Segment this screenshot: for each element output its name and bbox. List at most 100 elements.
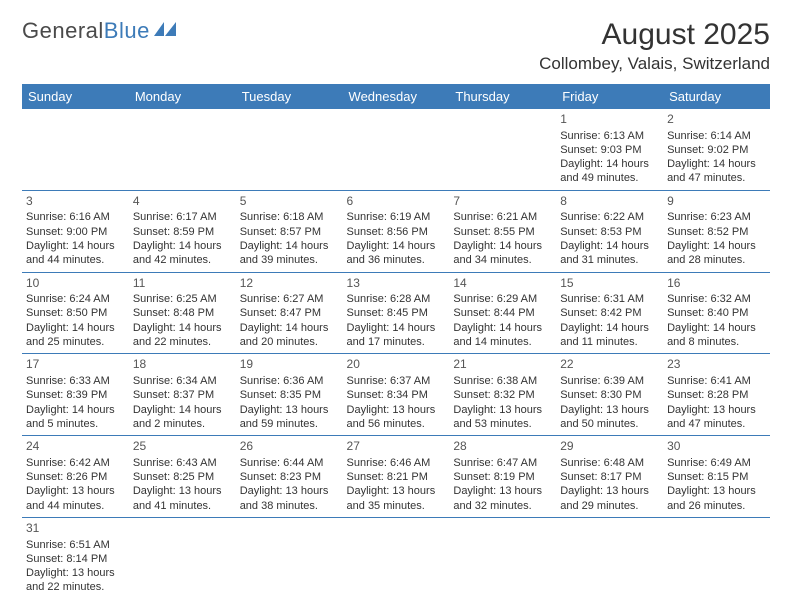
day-number: 31: [26, 521, 125, 537]
day-number: 29: [560, 439, 659, 455]
sunset-line: Sunset: 8:59 PM: [133, 225, 232, 239]
calendar-week-row: 17Sunrise: 6:33 AMSunset: 8:39 PMDayligh…: [22, 354, 770, 436]
calendar-day-cell: [449, 109, 556, 190]
sunrise-line: Sunrise: 6:24 AM: [26, 292, 125, 306]
daylight-line: Daylight: 13 hours and 41 minutes.: [133, 484, 232, 513]
daylight-line: Daylight: 14 hours and 47 minutes.: [667, 157, 766, 186]
sunset-line: Sunset: 8:30 PM: [560, 388, 659, 402]
day-header-row: Sunday Monday Tuesday Wednesday Thursday…: [22, 84, 770, 109]
day-number: 5: [240, 194, 339, 210]
daylight-line: Daylight: 13 hours and 47 minutes.: [667, 403, 766, 432]
calendar-day-cell: 12Sunrise: 6:27 AMSunset: 8:47 PMDayligh…: [236, 272, 343, 354]
sunset-line: Sunset: 9:02 PM: [667, 143, 766, 157]
calendar-day-cell: 28Sunrise: 6:47 AMSunset: 8:19 PMDayligh…: [449, 436, 556, 518]
calendar-week-row: 3Sunrise: 6:16 AMSunset: 9:00 PM Daylight…: [22, 190, 770, 272]
sunrise-line: Sunrise: 6:36 AM: [240, 374, 339, 388]
calendar-day-cell: [236, 517, 343, 598]
daylight-line: Daylight: 14 hours and 17 minutes.: [347, 321, 446, 350]
calendar-day-cell: 3Sunrise: 6:16 AMSunset: 9:00 PMDaylight…: [22, 190, 129, 272]
day-header: Tuesday: [236, 84, 343, 109]
day-number: 2: [667, 112, 766, 128]
sunset-line: Sunset: 8:44 PM: [453, 306, 552, 320]
calendar-day-cell: 15Sunrise: 6:31 AMSunset: 8:42 PMDayligh…: [556, 272, 663, 354]
daylight-line: Daylight: 13 hours and 59 minutes.: [240, 403, 339, 432]
day-header: Wednesday: [343, 84, 450, 109]
sunrise-line: Sunrise: 6:47 AM: [453, 456, 552, 470]
sunset-line: Sunset: 8:23 PM: [240, 470, 339, 484]
calendar-day-cell: 23Sunrise: 6:41 AMSunset: 8:28 PMDayligh…: [663, 354, 770, 436]
day-number: 16: [667, 276, 766, 292]
day-number: 20: [347, 357, 446, 373]
calendar-day-cell: 27Sunrise: 6:46 AMSunset: 8:21 PMDayligh…: [343, 436, 450, 518]
daylight-line: Daylight: 13 hours and 56 minutes.: [347, 403, 446, 432]
calendar-day-cell: 16Sunrise: 6:32 AMSunset: 8:40 PMDayligh…: [663, 272, 770, 354]
calendar-day-cell: 7Sunrise: 6:21 AMSunset: 8:55 PMDaylight…: [449, 190, 556, 272]
daylight-line: Daylight: 13 hours and 29 minutes.: [560, 484, 659, 513]
day-number: 11: [133, 276, 232, 292]
calendar-day-cell: [236, 109, 343, 190]
calendar-body: 1Sunrise: 6:13 AMSunset: 9:03 PMDaylight…: [22, 109, 770, 599]
calendar-day-cell: 25Sunrise: 6:43 AMSunset: 8:25 PMDayligh…: [129, 436, 236, 518]
day-header: Thursday: [449, 84, 556, 109]
day-number: 6: [347, 194, 446, 210]
day-header: Saturday: [663, 84, 770, 109]
sunrise-line: Sunrise: 6:23 AM: [667, 210, 766, 224]
sunrise-line: Sunrise: 6:14 AM: [667, 129, 766, 143]
sunset-line: Sunset: 9:00 PM: [26, 225, 125, 239]
sunrise-line: Sunrise: 6:16 AM: [26, 210, 125, 224]
calendar-day-cell: 8Sunrise: 6:22 AMSunset: 8:53 PMDaylight…: [556, 190, 663, 272]
logo-text-1: General: [22, 18, 104, 44]
daylight-line: Daylight: 13 hours and 22 minutes.: [26, 566, 125, 595]
calendar-day-cell: [343, 517, 450, 598]
daylight-line: Daylight: 14 hours and 42 minutes.: [133, 239, 232, 268]
daylight-line: Daylight: 13 hours and 38 minutes.: [240, 484, 339, 513]
calendar-day-cell: 20Sunrise: 6:37 AMSunset: 8:34 PMDayligh…: [343, 354, 450, 436]
sunset-line: Sunset: 8:50 PM: [26, 306, 125, 320]
calendar-day-cell: 24Sunrise: 6:42 AMSunset: 8:26 PMDayligh…: [22, 436, 129, 518]
sunset-line: Sunset: 8:19 PM: [453, 470, 552, 484]
daylight-line: Daylight: 14 hours and 34 minutes.: [453, 239, 552, 268]
calendar-week-row: 1Sunrise: 6:13 AMSunset: 9:03 PMDaylight…: [22, 109, 770, 190]
daylight-line: Daylight: 14 hours and 2 minutes.: [133, 403, 232, 432]
day-number: 7: [453, 194, 552, 210]
day-number: 13: [347, 276, 446, 292]
sunrise-line: Sunrise: 6:29 AM: [453, 292, 552, 306]
sunset-line: Sunset: 8:48 PM: [133, 306, 232, 320]
day-number: 3: [26, 194, 125, 210]
day-number: 21: [453, 357, 552, 373]
calendar-day-cell: 18Sunrise: 6:34 AMSunset: 8:37 PMDayligh…: [129, 354, 236, 436]
daylight-line: Daylight: 14 hours and 49 minutes.: [560, 157, 659, 186]
daylight-line: Daylight: 13 hours and 26 minutes.: [667, 484, 766, 513]
logo-flag-icon: [154, 22, 180, 40]
calendar-week-row: 31Sunrise: 6:51 AMSunset: 8:14 PMDayligh…: [22, 517, 770, 598]
logo: GeneralBlue: [22, 18, 180, 44]
calendar-day-cell: [663, 517, 770, 598]
calendar-day-cell: 22Sunrise: 6:39 AMSunset: 8:30 PMDayligh…: [556, 354, 663, 436]
sunset-line: Sunset: 8:17 PM: [560, 470, 659, 484]
calendar-day-cell: [556, 517, 663, 598]
sunrise-line: Sunrise: 6:51 AM: [26, 538, 125, 552]
sunrise-line: Sunrise: 6:38 AM: [453, 374, 552, 388]
sunset-line: Sunset: 8:32 PM: [453, 388, 552, 402]
sunrise-line: Sunrise: 6:28 AM: [347, 292, 446, 306]
daylight-line: Daylight: 14 hours and 8 minutes.: [667, 321, 766, 350]
day-number: 30: [667, 439, 766, 455]
sunset-line: Sunset: 8:53 PM: [560, 225, 659, 239]
day-number: 12: [240, 276, 339, 292]
day-number: 26: [240, 439, 339, 455]
day-number: 27: [347, 439, 446, 455]
sunset-line: Sunset: 8:37 PM: [133, 388, 232, 402]
sunrise-line: Sunrise: 6:22 AM: [560, 210, 659, 224]
calendar-day-cell: 11Sunrise: 6:25 AMSunset: 8:48 PMDayligh…: [129, 272, 236, 354]
day-header: Sunday: [22, 84, 129, 109]
calendar-day-cell: [22, 109, 129, 190]
calendar-week-row: 10Sunrise: 6:24 AMSunset: 8:50 PMDayligh…: [22, 272, 770, 354]
day-number: 25: [133, 439, 232, 455]
calendar-day-cell: 13Sunrise: 6:28 AMSunset: 8:45 PMDayligh…: [343, 272, 450, 354]
day-number: 23: [667, 357, 766, 373]
sunset-line: Sunset: 8:45 PM: [347, 306, 446, 320]
logo-text-2: Blue: [104, 18, 150, 44]
daylight-line: Daylight: 14 hours and 22 minutes.: [133, 321, 232, 350]
sunrise-line: Sunrise: 6:32 AM: [667, 292, 766, 306]
calendar-page: GeneralBlue August 2025 Collombey, Valai…: [0, 0, 792, 612]
